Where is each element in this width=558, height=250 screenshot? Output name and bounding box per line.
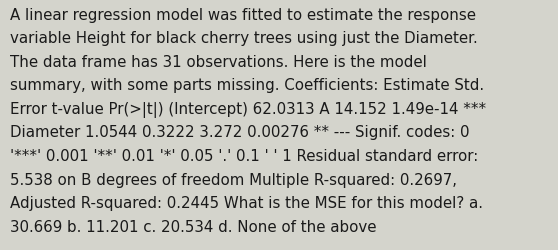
Text: 30.669 b. 11.201 c. 20.534 d. None of the above: 30.669 b. 11.201 c. 20.534 d. None of th… [10, 219, 377, 234]
Text: The data frame has 31 observations. Here is the model: The data frame has 31 observations. Here… [10, 54, 427, 70]
Text: A linear regression model was fitted to estimate the response: A linear regression model was fitted to … [10, 8, 476, 22]
Text: Diameter 1.0544 0.3222 3.272 0.00276 ** --- Signif. codes: 0: Diameter 1.0544 0.3222 3.272 0.00276 ** … [10, 125, 469, 140]
Text: '***' 0.001 '**' 0.01 '*' 0.05 '.' 0.1 ' ' 1 Residual standard error:: '***' 0.001 '**' 0.01 '*' 0.05 '.' 0.1 '… [10, 148, 478, 164]
Text: variable Height for black cherry trees using just the Diameter.: variable Height for black cherry trees u… [10, 31, 478, 46]
Text: Error t-value Pr(>|t|) (Intercept) 62.0313 A 14.152 1.49e-14 ***: Error t-value Pr(>|t|) (Intercept) 62.03… [10, 102, 486, 117]
Text: 5.538 on B degrees of freedom Multiple R-squared: 0.2697,: 5.538 on B degrees of freedom Multiple R… [10, 172, 457, 187]
Text: summary, with some parts missing. Coefficients: Estimate Std.: summary, with some parts missing. Coeffi… [10, 78, 484, 93]
Text: Adjusted R-squared: 0.2445 What is the MSE for this model? a.: Adjusted R-squared: 0.2445 What is the M… [10, 196, 483, 210]
